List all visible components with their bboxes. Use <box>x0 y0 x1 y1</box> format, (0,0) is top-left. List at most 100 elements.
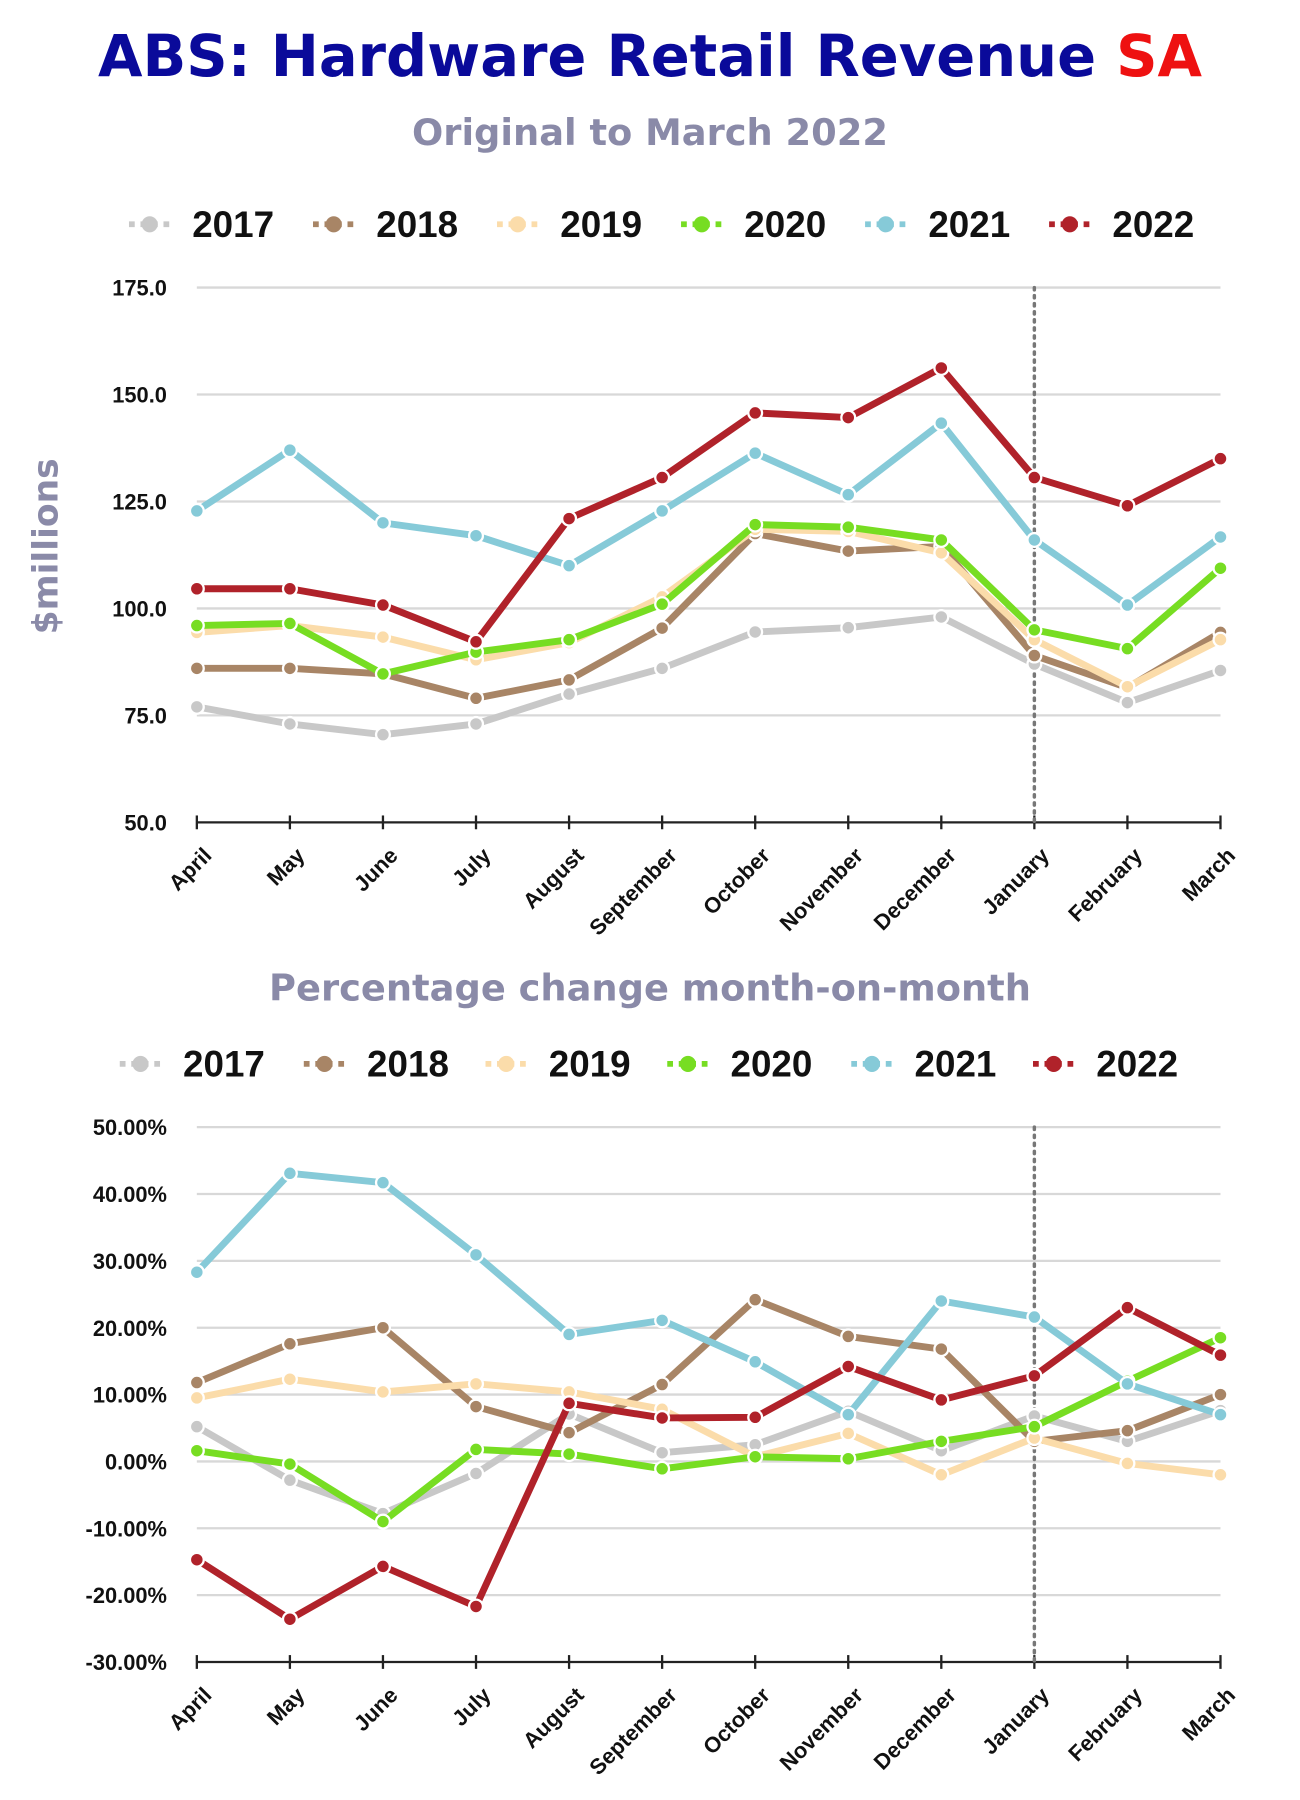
series-2017 <box>188 608 1229 743</box>
data-point <box>747 1353 764 1370</box>
data-point <box>654 1312 671 1329</box>
data-point <box>188 1374 205 1391</box>
data-point <box>747 1409 764 1426</box>
data-point <box>840 1358 857 1375</box>
data-point <box>1119 678 1136 695</box>
data-point <box>374 665 392 682</box>
data-point <box>281 715 298 733</box>
data-point <box>561 1424 578 1441</box>
data-point <box>561 1446 578 1463</box>
series-2022 <box>188 1299 1229 1628</box>
series-line-2021 <box>194 419 1223 609</box>
data-point <box>654 660 671 677</box>
data-point <box>467 1246 485 1263</box>
x-tick-label: December <box>869 842 962 935</box>
data-point <box>933 1341 950 1358</box>
data-point <box>374 629 392 646</box>
data-point <box>1212 1406 1229 1423</box>
data-point <box>747 1291 764 1308</box>
data-point <box>467 1598 485 1615</box>
series-line-2021 <box>194 1169 1222 1419</box>
y-tick-label: 50.0 <box>124 810 167 835</box>
chart-percentage-change: -30.00% -20.00% -10.00% 0.00% 10.00% 20.00% 30… <box>86 1044 1241 1780</box>
data-point <box>1119 1299 1136 1316</box>
x-tick-label: October <box>698 1682 775 1759</box>
y-tick-label: 150.0 <box>112 383 167 408</box>
data-point <box>1026 1418 1043 1435</box>
y-tick-label: 40.00% <box>93 1182 167 1207</box>
series-line-2020 <box>196 1334 1222 1526</box>
series-2021 <box>188 415 1229 614</box>
data-point <box>840 486 857 503</box>
data-point <box>561 631 578 648</box>
data-point <box>1119 1375 1136 1392</box>
x-tick-label: June <box>349 843 403 897</box>
data-point <box>281 615 298 632</box>
data-point <box>1212 1466 1229 1483</box>
data-point <box>1212 1386 1229 1403</box>
data-point <box>374 1513 392 1530</box>
x-tick-label: March <box>1177 843 1240 906</box>
x-tick-label: February <box>1063 1682 1147 1766</box>
x-tick-label: January <box>977 842 1055 920</box>
series-line-2018 <box>196 530 1223 702</box>
data-point <box>933 531 950 549</box>
x-tick-label: November <box>775 842 869 936</box>
data-point <box>188 698 205 715</box>
data-point <box>374 1558 392 1575</box>
legend-marker-dot <box>509 216 526 233</box>
data-point <box>467 1375 485 1392</box>
x-tick-label: April <box>164 843 217 896</box>
data-point <box>840 519 857 536</box>
x-tick-label: December <box>869 1682 962 1775</box>
y-tick-label: 125.0 <box>112 490 167 515</box>
legend-label: 2020 <box>744 204 826 245</box>
chart2-subtitle: Percentage change month-on-month <box>269 967 1031 1010</box>
data-point <box>188 1442 205 1459</box>
x-tick-label: February <box>1063 842 1147 926</box>
data-point <box>933 1466 950 1483</box>
data-point <box>747 445 764 462</box>
x-tick-label: March <box>1177 1682 1240 1745</box>
legend-label: 2021 <box>928 204 1010 245</box>
series-2021 <box>188 1165 1229 1423</box>
data-point <box>561 671 578 688</box>
series-line-2022 <box>196 364 1223 646</box>
data-point <box>467 633 485 650</box>
data-point <box>374 1319 392 1336</box>
data-point <box>561 557 578 574</box>
x-tick-label: June <box>349 1682 403 1736</box>
data-point <box>281 580 298 597</box>
y-tick-label: 75.0 <box>124 703 167 728</box>
series-line-2017 <box>196 613 1222 739</box>
data-point <box>840 1425 857 1442</box>
data-point <box>561 1326 578 1343</box>
title-suffix: SA <box>1116 23 1202 90</box>
data-point <box>467 1441 485 1458</box>
data-point <box>281 1335 298 1352</box>
chart-revenue: 50.0 75.0 100.0 125.0 150.0 175.0 April May June… <box>112 204 1240 940</box>
x-tick-label: May <box>262 1682 310 1730</box>
legend-label: 2022 <box>1096 1044 1178 1085</box>
data-point <box>1212 560 1229 577</box>
chart1-subtitle: Original to March 2022 <box>412 111 888 154</box>
data-point <box>1026 469 1043 486</box>
data-point <box>933 359 950 377</box>
data-point <box>1119 596 1136 614</box>
series-2020 <box>188 516 1229 682</box>
series-line-2022 <box>194 1304 1223 1623</box>
data-point <box>1026 531 1043 549</box>
data-point <box>1026 1367 1043 1384</box>
y-tick-label: 50.00% <box>93 1115 167 1140</box>
data-point <box>374 726 392 743</box>
legend-marker-dot <box>316 1055 333 1072</box>
x-tick-label: November <box>775 1682 869 1776</box>
data-point <box>747 516 764 533</box>
y-tick-label: 10.00% <box>93 1383 167 1408</box>
data-point <box>1212 528 1229 546</box>
x-tick-label: September <box>584 1682 682 1780</box>
legend-label: 2019 <box>560 204 642 245</box>
data-point <box>654 502 671 519</box>
data-point <box>933 608 950 626</box>
